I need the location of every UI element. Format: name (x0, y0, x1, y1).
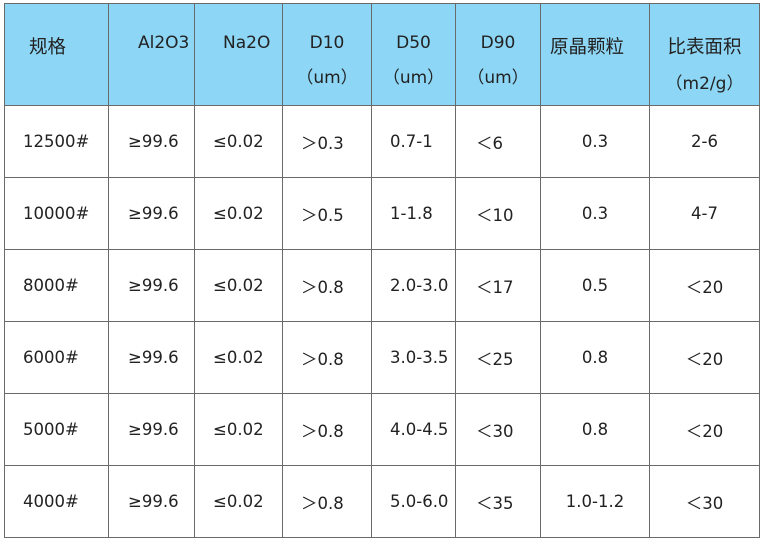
cell-na2o: ≤0.02 (194, 321, 283, 394)
cell-na2o: ≤0.02 (194, 465, 283, 538)
cell-al2o3: ≥99.6 (108, 105, 195, 178)
cell-d50: 5.0-6.0 (371, 465, 456, 538)
header-al2o3: Al2O3 (108, 3, 195, 106)
cell-surface-area: 4-7 (649, 177, 760, 250)
header-label: 比表面积 (667, 37, 742, 58)
cell-d50: 0.7-1 (371, 105, 456, 178)
header-d50: D50 （um） (371, 3, 456, 106)
header-row: 规格 Al2O3 Na2O D10 （um） D50 （um） D90 （um） 原晶颗粒 比表面积… (4, 3, 760, 106)
cell-d10: ＞0.3 (282, 105, 372, 178)
cell-al2o3: ≥99.6 (108, 465, 195, 538)
header-d90: D90 （um） (455, 3, 541, 106)
cell-d90: ＜17 (455, 249, 541, 322)
cell-crystal-size: 0.3 (540, 105, 650, 178)
cell-crystal-size: 0.5 (540, 249, 650, 322)
header-label: Na2O (223, 33, 271, 53)
cell-na2o: ≤0.02 (194, 249, 283, 322)
cell-d10: ＞0.8 (282, 465, 372, 538)
header-label: D50 (396, 33, 431, 53)
cell-al2o3: ≥99.6 (108, 321, 195, 394)
table-row: 4000# ≥99.6 ≤0.02 ＞0.8 5.0-6.0 ＜35 1.0-1.2 ＜30 (4, 465, 760, 538)
cell-d90: ＜25 (455, 321, 541, 394)
cell-spec: 4000# (4, 465, 109, 538)
cell-d10: ＞0.8 (282, 321, 372, 394)
cell-spec: 12500# (4, 105, 109, 178)
cell-surface-area: ＜30 (649, 465, 760, 538)
cell-crystal-size: 0.3 (540, 177, 650, 250)
cell-al2o3: ≥99.6 (108, 393, 195, 466)
cell-d50: 1-1.8 (371, 177, 456, 250)
cell-d50: 4.0-4.5 (371, 393, 456, 466)
cell-d90: ＜10 (455, 177, 541, 250)
cell-na2o: ≤0.02 (194, 177, 283, 250)
header-label: 规格 (29, 37, 67, 58)
table-row: 6000# ≥99.6 ≤0.02 ＞0.8 3.0-3.5 ＜25 0.8 ＜20 (4, 321, 760, 394)
cell-crystal-size: 1.0-1.2 (540, 465, 650, 538)
cell-spec: 5000# (4, 393, 109, 466)
cell-al2o3: ≥99.6 (108, 249, 195, 322)
cell-na2o: ≤0.02 (194, 393, 283, 466)
header-unit: （um） (382, 68, 445, 88)
cell-d10: ＞0.8 (282, 393, 372, 466)
cell-crystal-size: 0.8 (540, 393, 650, 466)
cell-d10: ＞0.8 (282, 249, 372, 322)
table-row: 10000# ≥99.6 ≤0.02 ＞0.5 1-1.8 ＜10 0.3 4-7 (4, 177, 760, 250)
header-crystal-size: 原晶颗粒 (540, 3, 650, 106)
table-row: 5000# ≥99.6 ≤0.02 ＞0.8 4.0-4.5 ＜30 0.8 ＜20 (4, 393, 760, 466)
header-spec: 规格 (4, 3, 109, 106)
cell-spec: 10000# (4, 177, 109, 250)
cell-al2o3: ≥99.6 (108, 177, 195, 250)
cell-d50: 3.0-3.5 (371, 321, 456, 394)
cell-d50: 2.0-3.0 (371, 249, 456, 322)
cell-spec: 8000# (4, 249, 109, 322)
cell-na2o: ≤0.02 (194, 105, 283, 178)
header-na2o: Na2O (194, 3, 283, 106)
header-label: D10 (309, 33, 345, 53)
cell-surface-area: ＜20 (649, 393, 760, 466)
table-row: 12500# ≥99.6 ≤0.02 ＞0.3 0.7-1 ＜6 0.3 2-6 (4, 105, 760, 178)
cell-surface-area: ＜20 (649, 321, 760, 394)
cell-d90: ＜6 (455, 105, 541, 178)
spec-table: 规格 Al2O3 Na2O D10 （um） D50 （um） D90 （um） 原晶颗粒 比表面积… (4, 3, 760, 538)
cell-d90: ＜35 (455, 465, 541, 538)
header-d10: D10 （um） (282, 3, 372, 106)
header-unit: （um） (296, 68, 358, 88)
cell-d90: ＜30 (455, 393, 541, 466)
header-label: 原晶颗粒 (550, 37, 625, 58)
header-surface-area: 比表面积 （m2/g） (649, 3, 760, 106)
header-label: D90 (480, 33, 516, 53)
cell-d10: ＞0.5 (282, 177, 372, 250)
header-label: Al2O3 (138, 33, 190, 53)
cell-crystal-size: 0.8 (540, 321, 650, 394)
cell-surface-area: ＜20 (649, 249, 760, 322)
header-unit: （m2/g） (665, 74, 744, 94)
cell-surface-area: 2-6 (649, 105, 760, 178)
cell-spec: 6000# (4, 321, 109, 394)
table-row: 8000# ≥99.6 ≤0.02 ＞0.8 2.0-3.0 ＜17 0.5 ＜20 (4, 249, 760, 322)
header-unit: （um） (467, 68, 529, 88)
